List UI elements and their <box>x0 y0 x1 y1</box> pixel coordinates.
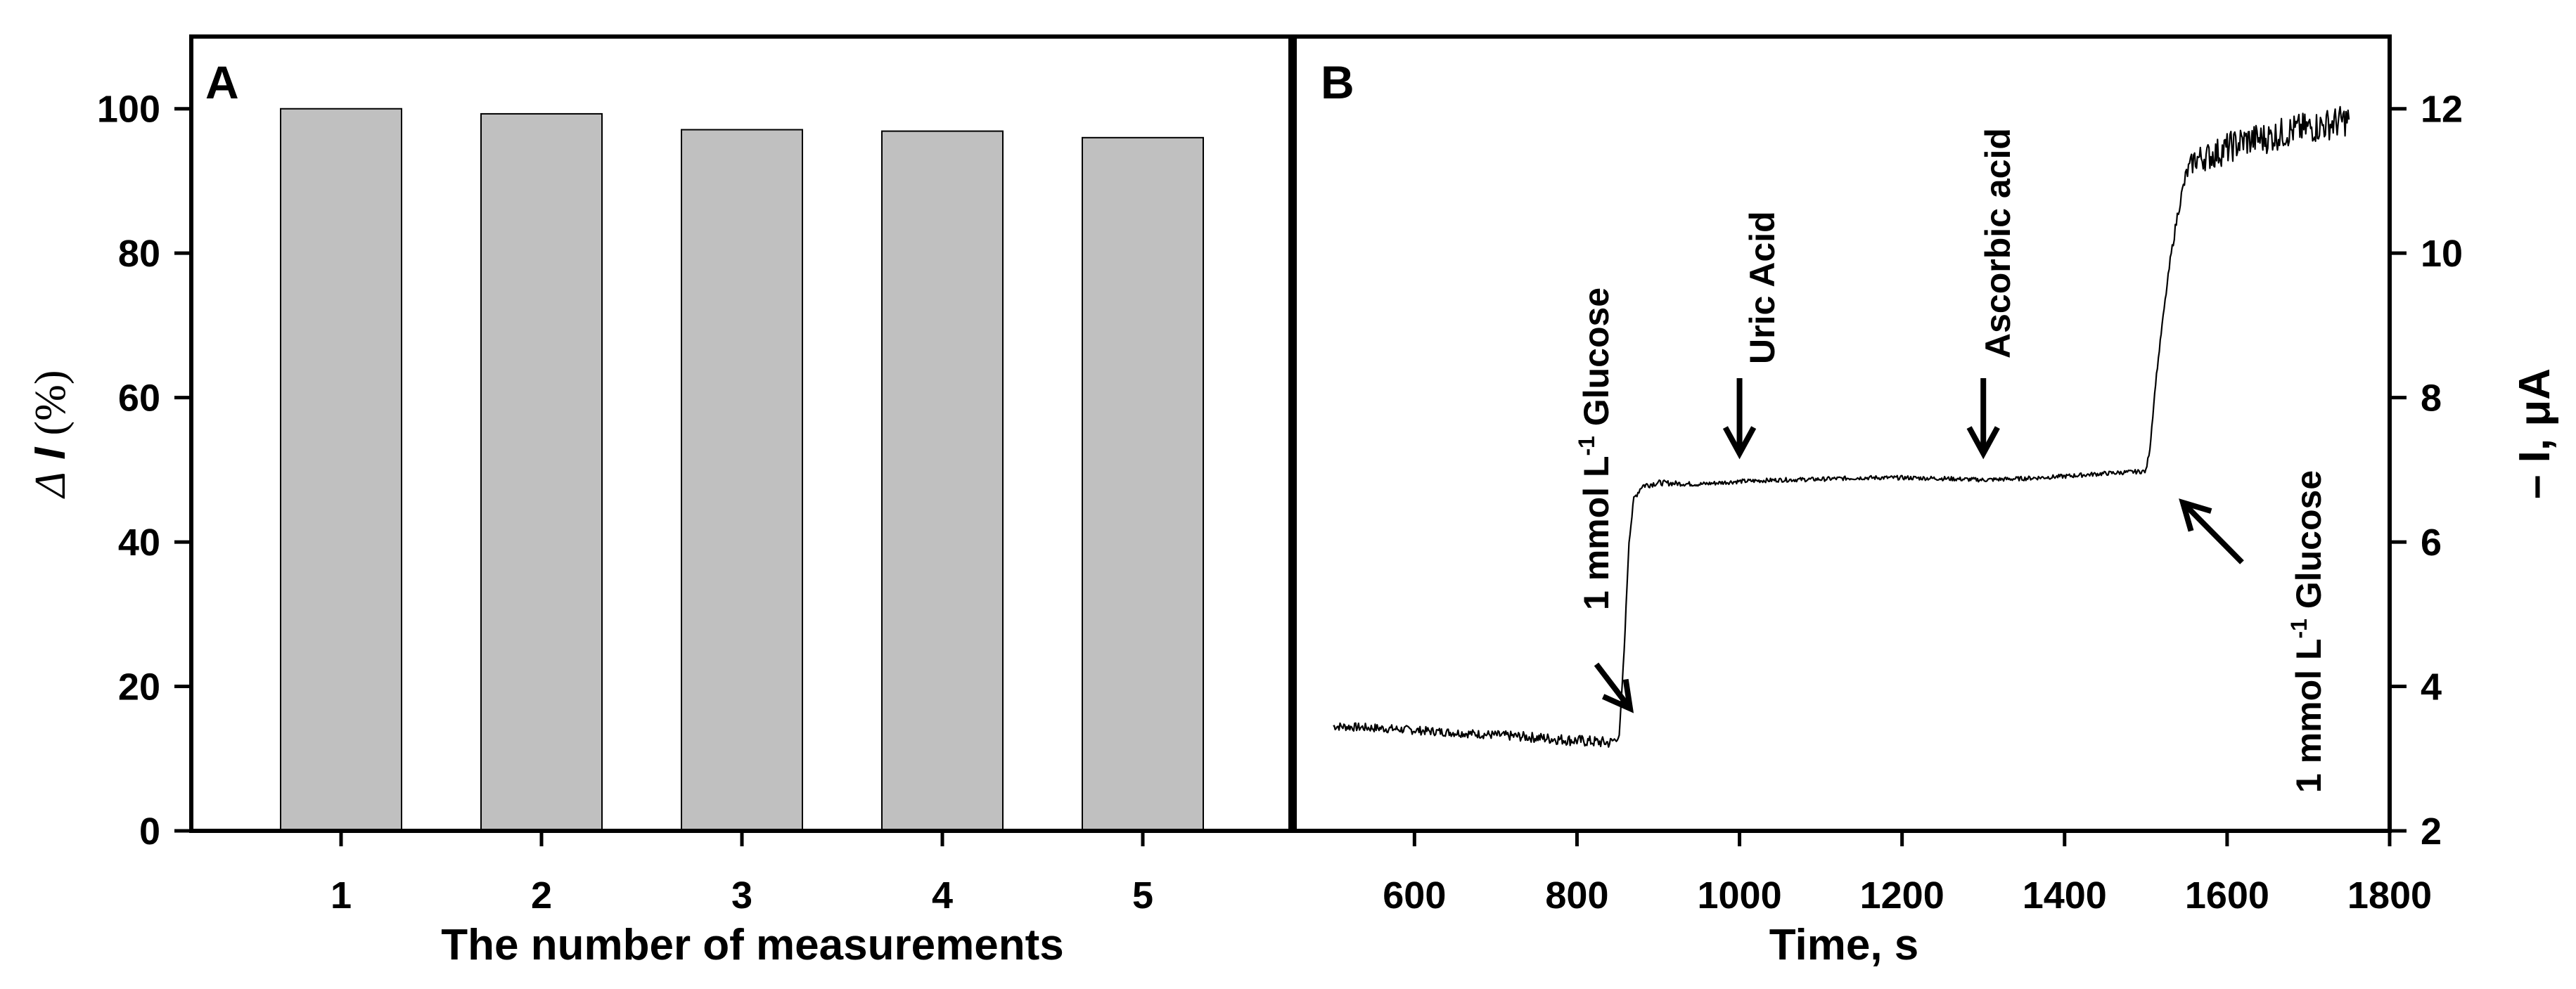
x-axis-label-a: The number of measurements <box>441 921 1063 969</box>
y-tick-label-12: 12 <box>2421 89 2463 131</box>
y-tick-label-4: 4 <box>2421 666 2442 709</box>
y-tick-label-2: 2 <box>2421 810 2442 853</box>
y-tick-label-20: 20 <box>118 666 160 709</box>
y-axis-label-b: – I, μA <box>2511 368 2559 499</box>
arrow-ascorbic-acid-head <box>1966 426 2000 460</box>
annotation-glucose-1-part: Glucose <box>1577 287 1616 436</box>
x-tick-label-600: 600 <box>1383 874 1446 917</box>
bar-4 <box>881 130 1004 832</box>
x-tick-label-5: 5 <box>1132 874 1153 917</box>
arrow-glucose-2-shaft <box>2181 500 2244 564</box>
annotation-ascorbic-acid-part: Ascorbic acid <box>1978 128 2018 358</box>
y-tick-label-0: 0 <box>139 810 160 853</box>
bar-5 <box>1082 136 1204 832</box>
y-axis-label-a: Δ I (%) <box>26 370 75 499</box>
arrow-glucose-1 <box>1594 662 1634 713</box>
bar-2 <box>480 112 603 832</box>
panel-b: 600 800 1000 1200 1400 1600 1800 2 4 6 8 10 12 B Time,… <box>1288 34 2559 969</box>
arrow-ascorbic-acid <box>1966 378 2000 460</box>
panel-label-a: A <box>205 56 239 108</box>
arrow-glucose-1-shaft <box>1594 662 1633 711</box>
x-tick-label-800: 800 <box>1545 874 1608 917</box>
x-tick-label-1: 1 <box>331 874 352 917</box>
y-tick-label-100: 100 <box>97 89 160 131</box>
annotation-glucose-2-part: -1 <box>2286 619 2312 638</box>
y-tick-label-8: 8 <box>2421 377 2442 420</box>
bar-3 <box>681 129 803 832</box>
x-tick-label-1600: 1600 <box>2185 874 2269 917</box>
arrow-glucose-1-head <box>1602 678 1634 713</box>
annotation-glucose-1-part: -1 <box>1574 436 1599 455</box>
y-label-symbol: Δ <box>27 472 75 499</box>
arrow-glucose-2-head <box>2179 498 2212 532</box>
x-tick-label-1400: 1400 <box>2023 874 2107 917</box>
y-tick-label-10: 10 <box>2421 233 2463 275</box>
x-tick-label-4: 4 <box>932 874 953 917</box>
annotation-glucose-2: 1 mmol L-1 Glucose <box>2286 470 2328 793</box>
annotation-glucose-1-part: 1 mmol L <box>1577 456 1616 610</box>
y-tick-label-40: 40 <box>118 522 160 564</box>
y-tick-label-80: 80 <box>118 233 160 275</box>
x-tick-label-3: 3 <box>731 874 752 917</box>
annotation-glucose-2-part: Glucose <box>2289 470 2328 619</box>
bar-1 <box>280 108 402 832</box>
x-tick-label-1800: 1800 <box>2347 874 2432 917</box>
annotation-uric-acid: Uric Acid <box>1743 211 1782 364</box>
y-tick-label-6: 6 <box>2421 522 2442 564</box>
plot-frame-b <box>1290 34 2392 833</box>
arrow-uric-acid <box>1722 378 1757 460</box>
panel-a: 1 2 3 4 5 0 20 40 60 80 100 A The number of measurem… <box>26 34 1295 969</box>
arrow-glucose-2 <box>2179 498 2244 564</box>
annotation-ascorbic-acid: Ascorbic acid <box>1978 128 2018 358</box>
annotation-uric-acid-part: Uric Acid <box>1743 211 1782 364</box>
y-label-var: I <box>26 435 75 472</box>
arrow-uric-acid-head <box>1722 426 1757 460</box>
y-tick-label-60: 60 <box>118 377 160 420</box>
x-tick-label-1000: 1000 <box>1697 874 1781 917</box>
annotation-glucose-1: 1 mmol L-1 Glucose <box>1574 287 1616 610</box>
panel-label-b: B <box>1321 56 1354 108</box>
current-trace <box>1333 105 2350 748</box>
x-axis-label-b: Time, s <box>1769 921 1919 969</box>
y-label-unit: (%) <box>27 370 75 435</box>
annotation-glucose-2-part: 1 mmol L <box>2289 639 2328 793</box>
x-tick-label-1200: 1200 <box>1860 874 1944 917</box>
x-tick-label-2: 2 <box>531 874 552 917</box>
